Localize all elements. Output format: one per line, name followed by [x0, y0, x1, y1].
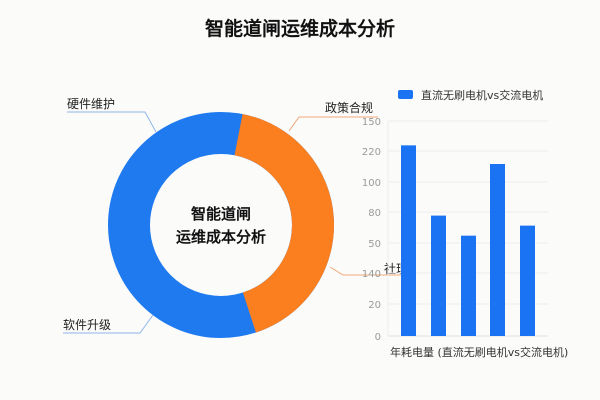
y-tick: 0: [375, 332, 381, 343]
bar: [490, 164, 505, 336]
bar: [461, 235, 476, 336]
legend-swatch: [398, 90, 413, 99]
label-hardware: 硬件维护: [67, 97, 115, 111]
y-tick: 140: [362, 269, 381, 280]
y-tick: 100: [362, 178, 381, 189]
y-tick: 80: [368, 208, 381, 219]
bar-series: [401, 145, 535, 336]
donut-chart: 智能道闸 运维成本分析: [108, 112, 334, 338]
legend-label: 直流无刷电机vs交流电机: [421, 88, 543, 102]
bar: [431, 215, 446, 336]
leader-line-software: [63, 314, 154, 334]
donut-center-line2: 运维成本分析: [176, 228, 266, 246]
y-tick: 20: [368, 300, 381, 311]
y-tick: 220: [362, 147, 381, 158]
x-axis-label: 年耗电量 (直流无刷电机vs交流电机): [390, 345, 568, 359]
y-tick: 150: [362, 117, 381, 128]
y-axis: 150 220 100 80 50 140 20 0: [362, 117, 381, 343]
bar: [520, 225, 535, 336]
leader-line-hardware: [67, 111, 157, 133]
bar: [401, 145, 416, 336]
label-software: 软件升级: [63, 318, 111, 332]
page-title: 智能道闸运维成本分析: [204, 18, 395, 40]
label-policy: 政策合规: [325, 100, 373, 115]
y-tick: 50: [368, 239, 381, 250]
donut-center-line1: 智能道闸: [191, 205, 251, 223]
donut-segment-orange: [233, 114, 334, 333]
leader-line-policy: [288, 116, 378, 132]
leader-line-social: [329, 266, 405, 276]
